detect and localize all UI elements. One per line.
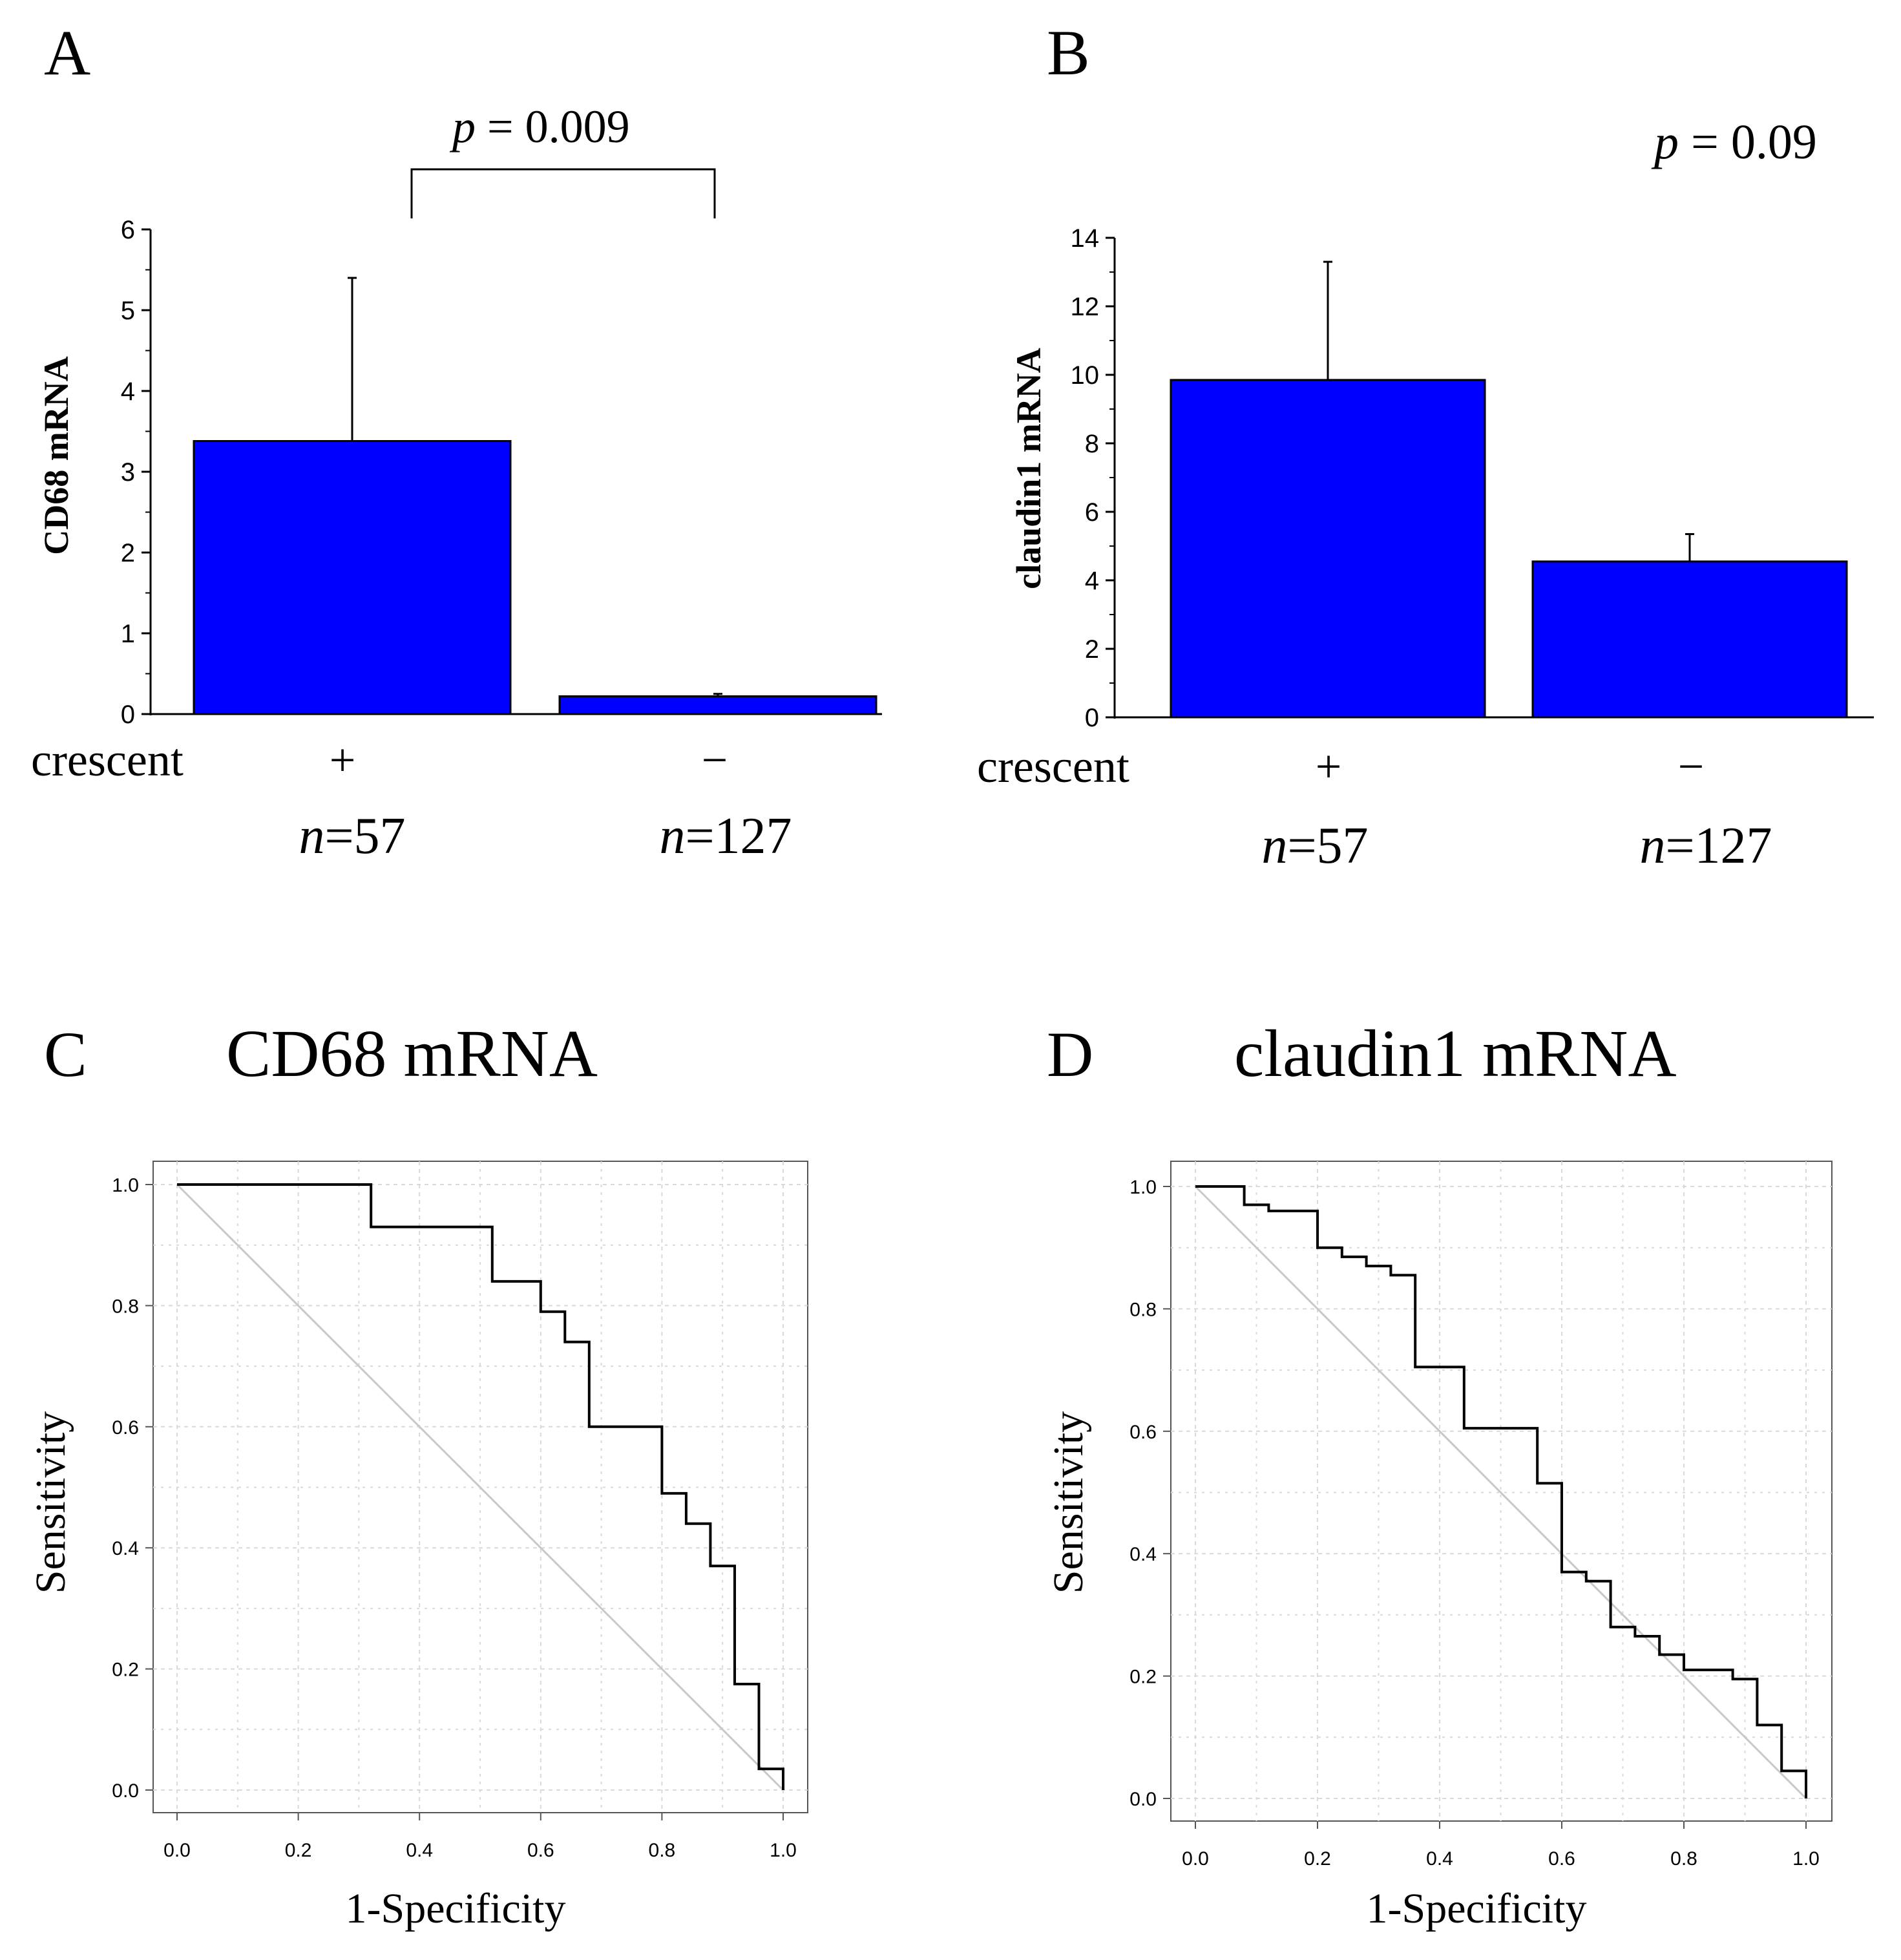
y-tick-label: 0.4 [1129, 1544, 1157, 1565]
x-tick-label: 0.4 [1426, 1848, 1453, 1870]
n-label-value: =127 [1665, 817, 1772, 874]
y-axis-label: CD68 mRNA [37, 356, 76, 554]
y-tick-label: 0.4 [112, 1538, 139, 1559]
roc-chart-d: 1.0 0.8 0.6 0.4 0.2 0.0 0.0 0.2 0.4 0.6 0.8 1.0 1-Sp… [1045, 1161, 1833, 1932]
y-tick-label: 3 [121, 458, 135, 487]
x-tick-label: 0.8 [1670, 1848, 1697, 1870]
n-label: n=57 [299, 808, 405, 865]
y-tick-label: 0.8 [1129, 1299, 1157, 1320]
panel-letter-b: B [1047, 17, 1090, 89]
y-tick-label: 0.0 [1129, 1789, 1157, 1810]
n-label-symbol: n [1639, 817, 1665, 874]
y-tick-label: 0 [121, 701, 135, 729]
y-axis-label: Sensitivity [27, 1411, 74, 1594]
reference-diagonal [1194, 1185, 1807, 1800]
y-tick-label: 12 [1071, 293, 1100, 321]
n-label-value: =127 [685, 808, 792, 865]
y-tick-label: 14 [1071, 224, 1100, 253]
y-tick-label: 2 [1085, 635, 1099, 664]
y-tick-label: 8 [1085, 430, 1099, 458]
n-label-symbol: n [299, 808, 324, 865]
significance-bracket [410, 168, 716, 218]
roc-curve [1195, 1185, 1807, 1798]
y-tick-label: 0.6 [112, 1417, 139, 1438]
x-tick-label: 0.2 [1304, 1848, 1331, 1870]
y-tick-label: 10 [1071, 361, 1100, 390]
bar [1531, 560, 1848, 719]
n-label-symbol: n [1261, 817, 1287, 874]
y-tick-label: 0.8 [112, 1296, 139, 1317]
panel-c-title: CD68 mRNA [226, 1017, 598, 1091]
x-tick-label: 0.2 [285, 1840, 312, 1861]
y-tick-label: 2 [121, 539, 135, 567]
y-tick-label: 4 [121, 377, 135, 406]
x-tick-label: 1.0 [770, 1840, 797, 1861]
y-tick-label: 4 [1085, 567, 1099, 595]
panel-letter-c: C [44, 1018, 87, 1090]
x-tick-label: 0.6 [527, 1840, 554, 1861]
x-tick-label: 0.0 [163, 1840, 191, 1861]
roc-chart-c: 1.0 0.8 0.6 0.4 0.2 0.0 0.0 0.2 0.4 0.6 0.8 1.0 1-Sp… [27, 1161, 808, 1932]
y-tick-label: 0 [1085, 704, 1099, 732]
x-tick-label: 0.0 [1182, 1848, 1209, 1870]
y-tick-label: 1 [121, 620, 135, 648]
n-label: n=57 [1261, 817, 1368, 874]
y-tick-label: 0.6 [1129, 1422, 1157, 1443]
x-tick-label: 1.0 [1792, 1848, 1820, 1870]
panel-d-title: claudin1 mRNA [1234, 1017, 1677, 1091]
x-tick-label: 0.8 [649, 1840, 676, 1861]
y-tick-label: 6 [121, 216, 135, 244]
bar [1170, 379, 1486, 719]
n-label: n=127 [659, 808, 792, 865]
n-label-symbol: n [659, 808, 685, 865]
panel-letter-d: D [1047, 1018, 1093, 1090]
x-axis-label: 1-Specificity [1367, 1885, 1587, 1932]
y-tick-label: 0.2 [1129, 1667, 1157, 1688]
y-tick-label: 5 [121, 297, 135, 325]
y-axis-label: claudin1 mRNA [1009, 348, 1048, 589]
bar [558, 695, 877, 715]
n-label: n=127 [1639, 817, 1772, 874]
y-tick-label: 1.0 [1129, 1177, 1157, 1198]
n-label-value: =57 [324, 808, 405, 865]
panel-letter-a: A [44, 17, 90, 89]
panel-b-pvalue: p = 0.09 [1651, 115, 1817, 169]
category-label: + [330, 734, 356, 786]
panel-a-pvalue: p = 0.009 [449, 101, 630, 153]
y-tick-label: 0.0 [112, 1780, 139, 1802]
y-axis-label: Sensitivity [1045, 1411, 1092, 1594]
y-tick-label: 0.2 [112, 1660, 139, 1681]
x-tick-label: 0.4 [406, 1840, 433, 1861]
group-label: crescent [31, 734, 184, 786]
group-label: crescent [977, 741, 1129, 792]
bar [193, 440, 512, 715]
x-axis-label: 1-Specificity [346, 1885, 566, 1932]
category-label: + [1316, 741, 1342, 792]
roc-curve [177, 1183, 784, 1790]
reference-diagonal [176, 1183, 784, 1791]
category-label: − [702, 734, 728, 786]
y-tick-label: 1.0 [112, 1175, 139, 1196]
x-tick-label: 0.6 [1548, 1848, 1575, 1870]
category-label: − [1678, 741, 1705, 792]
n-label-value: =57 [1287, 817, 1368, 874]
y-tick-label: 6 [1085, 498, 1099, 527]
